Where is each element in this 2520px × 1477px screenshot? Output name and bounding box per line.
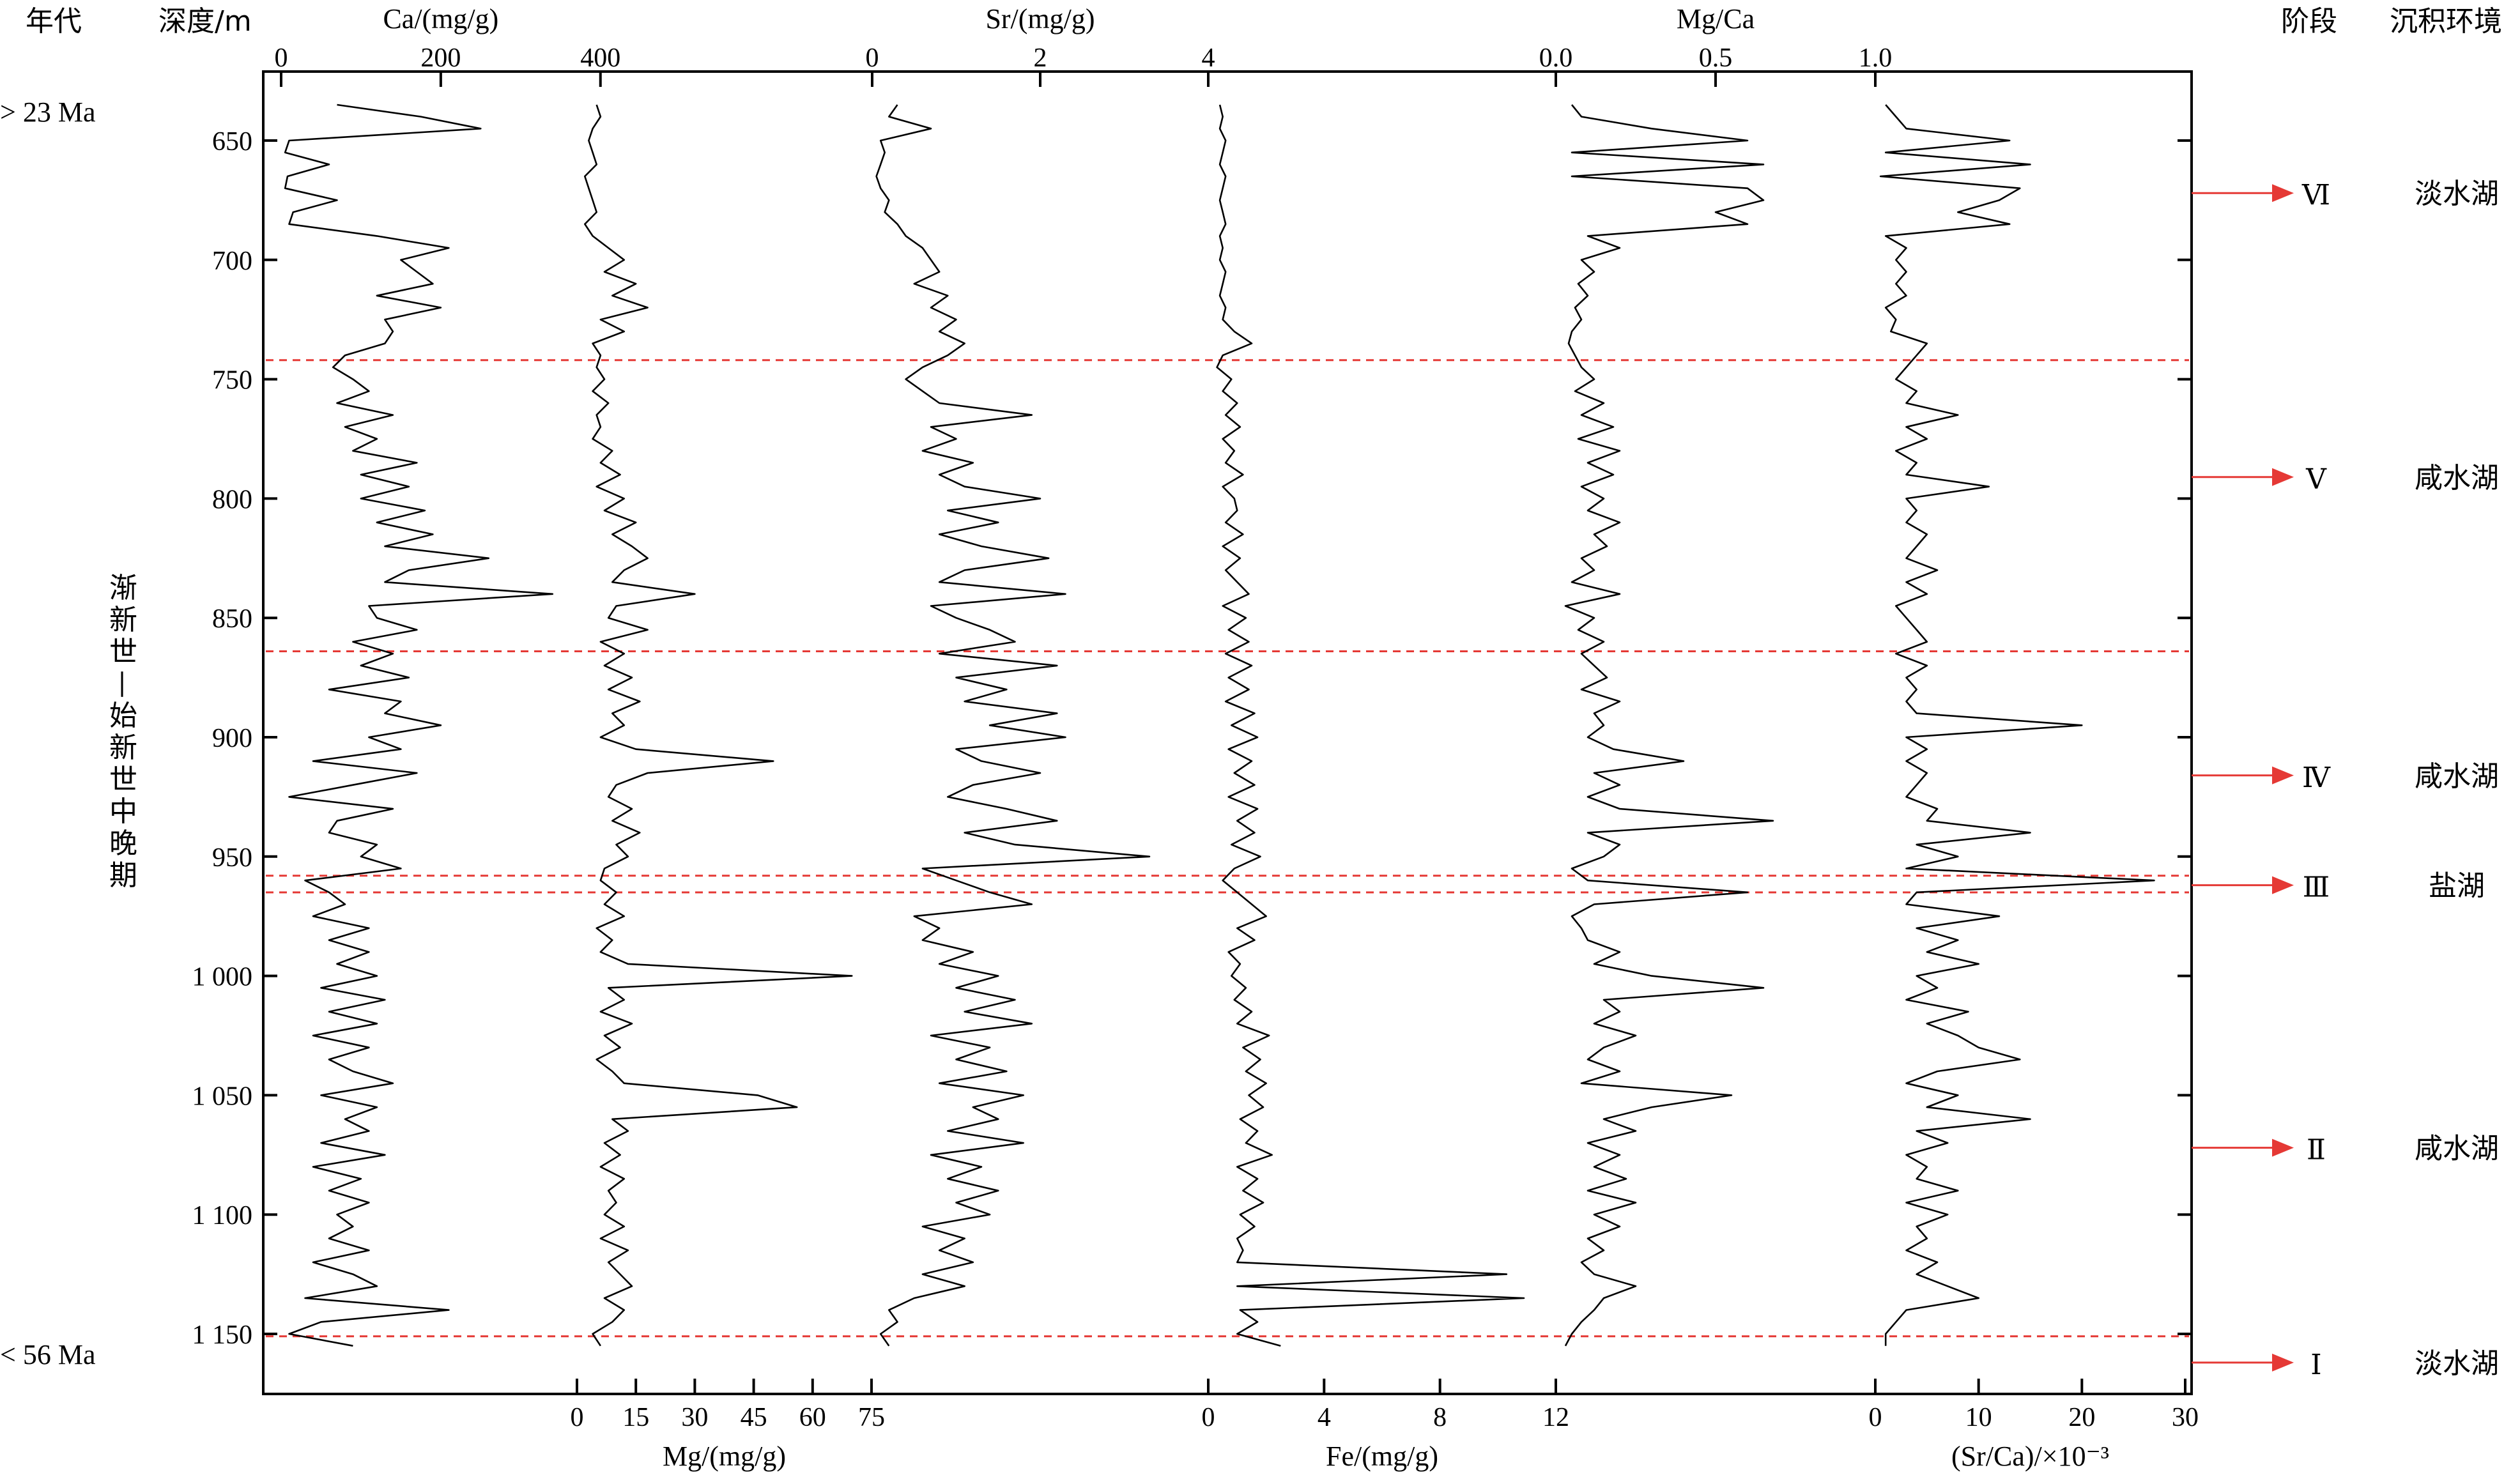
axis-tick-label: 8 (1433, 1403, 1447, 1432)
axis-tick-label: 30 (2172, 1403, 2199, 1432)
epoch-label-char: 渐 (109, 572, 137, 604)
stage-numeral: Ⅱ (2307, 1135, 2326, 1166)
arrow-head-icon (2272, 468, 2294, 486)
axis-tick-label: 45 (741, 1403, 767, 1432)
axis-tick-label: 0 (866, 43, 879, 73)
depth-tick-label: 1 150 (192, 1320, 253, 1350)
series-line-mg (583, 104, 853, 1347)
series-line-fe (1216, 104, 1525, 1347)
epoch-label-char: 新 (109, 604, 137, 636)
header-stage: 阶段 (2281, 5, 2337, 38)
axis-tick-label: 1.0 (1859, 43, 1893, 73)
axis-tick-label: 15 (622, 1403, 649, 1432)
depth-tick-label: 850 (212, 604, 252, 634)
header-depth: 深度/m (158, 5, 252, 38)
axis-tick-label: 0 (1869, 1403, 1882, 1432)
depth-tick-label: 800 (212, 485, 252, 514)
stage-environment: 咸水湖 (2415, 760, 2499, 793)
arrow-head-icon (2272, 1353, 2294, 1372)
series-line-sr-ca (1879, 104, 2155, 1346)
stage-marker: Ⅰ 淡水湖 (2192, 1347, 2499, 1381)
axis-tick-label: 0.0 (1539, 43, 1573, 73)
axis-tick-label: 2 (1034, 43, 1047, 73)
stage-marker: Ⅱ 咸水湖 (2192, 1133, 2499, 1166)
axis-tick-label: 20 (2068, 1403, 2095, 1432)
epoch-label-char: — (107, 670, 140, 698)
header-environment: 沉积环境 (2390, 5, 2502, 38)
stage-boundaries (266, 359, 2189, 1338)
stage-numeral: Ⅴ (2305, 464, 2327, 495)
track-sr: 0 2 4 Sr/(mg/g) (866, 3, 1215, 1347)
depth-tick-label: 900 (212, 724, 252, 753)
stage-environment: 盐湖 (2429, 870, 2485, 903)
depth-tick-label: 1 000 (192, 963, 253, 992)
stage-annotations: Ⅵ 淡水湖 Ⅴ 咸水湖 Ⅳ 咸水湖 Ⅲ 盐湖 Ⅱ 咸水湖 Ⅰ 淡水湖 (2192, 178, 2499, 1381)
epoch-label-char: 期 (109, 859, 137, 892)
depth-tick-label: 950 (212, 843, 252, 873)
axis-tick-label: 200 (420, 43, 461, 73)
depth-tick-label: 1 050 (192, 1082, 253, 1111)
axis-tick-label: 75 (858, 1403, 885, 1432)
arrow-head-icon (2272, 1138, 2294, 1157)
stage-numeral: Ⅰ (2310, 1349, 2321, 1381)
epoch-label-char: 始 (109, 700, 137, 732)
stage-environment: 淡水湖 (2415, 178, 2499, 210)
series-line-sr (875, 104, 1151, 1347)
axis-tick-label: 10 (1965, 1403, 1992, 1432)
track-sr-ca: 0 10 20 30 (Sr/Ca)/×10⁻³ (1869, 104, 2199, 1472)
arrow-head-icon (2272, 876, 2294, 894)
depth-axis: 650 700 750 800 850 900 950 1 000 1 050 1 100 1 15… (192, 127, 2192, 1350)
stage-environment: 咸水湖 (2415, 462, 2499, 494)
plot-frame (262, 70, 2193, 1395)
epoch-label-char: 世 (109, 636, 137, 668)
arrow-head-icon (2272, 184, 2294, 203)
track-ca: 0 200 400 Ca/(mg/g) (275, 3, 620, 1347)
stage-environment: 淡水湖 (2415, 1347, 2499, 1380)
axis-title-sr-ca: (Sr/Ca)/×10⁻³ (1951, 1441, 2109, 1472)
depth-tick-label: 650 (212, 127, 252, 157)
axis-tick-label: 30 (681, 1403, 708, 1432)
axis-tick-label: 0 (570, 1403, 583, 1432)
stage-environment: 咸水湖 (2415, 1133, 2499, 1165)
axis-title-mg: Mg/(mg/g) (663, 1441, 786, 1472)
stage-numeral: Ⅲ (2303, 872, 2330, 903)
axis-title-mg-ca: Mg/Ca (1677, 3, 1755, 34)
epoch-label-char: 中 (109, 795, 137, 828)
axis-tick-label: 0 (1202, 1403, 1215, 1432)
axis-tick-label: 400 (580, 43, 620, 73)
series-line-mg-ca (1564, 104, 1774, 1347)
epoch-label-char: 新 (109, 731, 137, 764)
depth-tick-label: 750 (212, 366, 252, 395)
track-mg-ca: 0.0 0.5 1.0 Mg/Ca (1539, 3, 1893, 1347)
stage-marker: Ⅳ 咸水湖 (2192, 760, 2499, 793)
stage-marker: Ⅴ 咸水湖 (2192, 462, 2499, 495)
axis-tick-label: 0.5 (1699, 43, 1733, 73)
axis-tick-label: 0 (275, 43, 288, 73)
stage-marker: Ⅵ 淡水湖 (2192, 178, 2499, 211)
axis-title-sr: Sr/(mg/g) (985, 3, 1095, 34)
series-line-ca (284, 103, 554, 1347)
stage-numeral: Ⅵ (2301, 180, 2330, 211)
track-fe: 0 4 8 12 Fe/(mg/g) (1202, 104, 1569, 1472)
epoch-label-char: 晚 (109, 827, 137, 860)
axis-title-ca: Ca/(mg/g) (383, 3, 498, 34)
stage-marker: Ⅲ 盐湖 (2192, 870, 2485, 903)
axis-title-fe: Fe/(mg/g) (1326, 1441, 1438, 1472)
depth-tick-label: 1 100 (192, 1201, 253, 1230)
epoch-label-char: 世 (109, 763, 137, 796)
stage-numeral: Ⅳ (2302, 762, 2331, 793)
header-era: 年代 (26, 5, 82, 38)
axis-tick-label: 4 (1318, 1403, 1331, 1432)
age-bottom-label: < 56 Ma (0, 1339, 95, 1370)
axis-tick-label: 4 (1202, 43, 1215, 73)
arrow-head-icon (2272, 766, 2294, 784)
axis-tick-label: 60 (799, 1403, 826, 1432)
depth-tick-label: 700 (212, 247, 252, 276)
axis-tick-label: 12 (1542, 1403, 1569, 1432)
age-top-label: > 23 Ma (0, 96, 95, 128)
track-mg: 0 15 30 45 60 75 Mg/(mg/g) (570, 104, 885, 1472)
